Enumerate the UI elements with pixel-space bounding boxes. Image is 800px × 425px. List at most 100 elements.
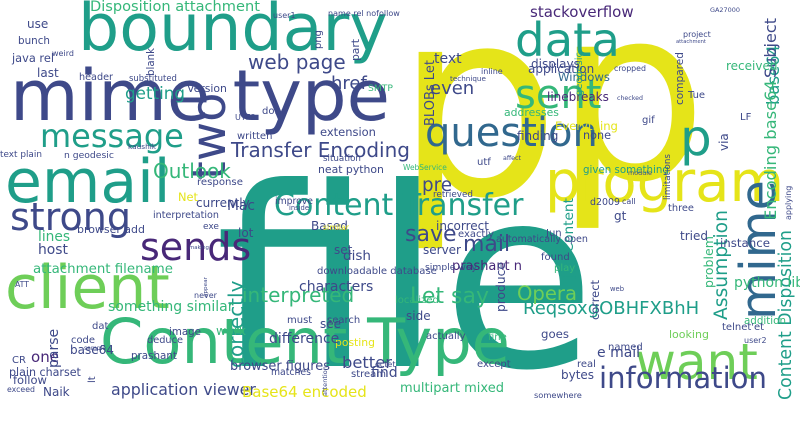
word: LF [740, 112, 752, 123]
word: use [27, 17, 49, 31]
word: none [583, 129, 611, 143]
word: user1 [273, 11, 296, 20]
word: currently [196, 196, 250, 210]
word: lt [87, 376, 98, 383]
word: Outlook [153, 159, 231, 183]
word: plain charset [9, 366, 81, 380]
word: call [622, 197, 636, 206]
word: web page [248, 50, 346, 74]
word: work [216, 322, 246, 338]
word: base64 [70, 343, 114, 357]
word: ATT [15, 280, 29, 290]
word: instance [720, 236, 770, 251]
word: via [717, 133, 731, 151]
word: data [515, 12, 620, 67]
word: bytes [561, 368, 595, 382]
word: BLOBs Let [423, 60, 439, 126]
word: response [197, 176, 243, 188]
word: never [194, 291, 217, 300]
word: follow [13, 373, 47, 388]
word: looking [669, 328, 709, 342]
word: Encoding base64 [760, 80, 780, 220]
word: done [262, 106, 287, 117]
word: dish [343, 248, 371, 265]
word: somewhere [534, 389, 582, 400]
word: matches [271, 367, 311, 379]
word: pre [422, 174, 452, 196]
word: sample [84, 344, 106, 352]
word: linebreaks [547, 90, 609, 104]
word: Windows [558, 70, 610, 85]
word: deduce [147, 335, 183, 347]
word: attachment filename [33, 262, 173, 278]
word: code [71, 335, 95, 347]
word: application [528, 62, 595, 76]
word: attention [320, 366, 329, 396]
word: simple way [425, 262, 477, 274]
word: interpretation [153, 210, 219, 222]
word: last [37, 66, 59, 80]
word: gt [614, 209, 627, 223]
word: play [554, 263, 576, 274]
word: named [608, 342, 643, 353]
word: multipart mixed [400, 381, 504, 397]
word: mime type [10, 54, 390, 137]
word: retrieved [433, 189, 473, 200]
word: Opera [517, 282, 577, 306]
word: Based [311, 219, 348, 233]
word: want [635, 333, 758, 391]
word: weird [52, 49, 74, 58]
word: p [395, 0, 561, 256]
word: boundary [78, 0, 388, 66]
word: three [668, 203, 694, 215]
word: search [327, 315, 361, 326]
word: difference [269, 331, 340, 347]
word: addition [744, 314, 786, 327]
word: user2 [744, 336, 767, 345]
word: sent [515, 72, 602, 118]
word: inline [481, 67, 503, 76]
word: strong [10, 195, 131, 239]
word: python library [734, 275, 800, 291]
word: Disposition attachment [90, 0, 260, 16]
word: text [434, 51, 462, 67]
word: ReqsoxgOBHFXBhH [523, 298, 700, 319]
word: limitations [662, 154, 673, 200]
word: one [31, 348, 59, 367]
word: applying [784, 185, 793, 220]
word: mail [463, 232, 511, 257]
word: question [425, 110, 598, 156]
word: exactly [458, 229, 494, 241]
word: find [371, 365, 398, 381]
word: cropped [614, 64, 646, 74]
word: lot [238, 226, 254, 240]
word: even [430, 78, 475, 99]
word: blank [145, 48, 157, 76]
word: received [726, 59, 778, 73]
word: written [237, 131, 273, 142]
word: actually [426, 331, 466, 342]
word: image [169, 325, 201, 338]
word: must [287, 315, 313, 326]
word: telnet'et [722, 322, 765, 333]
word: stackoverflow [530, 3, 634, 21]
word: Content Transfer [274, 188, 524, 223]
word: automatically open [496, 234, 588, 246]
word: inside [289, 203, 309, 212]
word: UTF8 [235, 113, 256, 122]
word: something similar [108, 299, 234, 315]
word: SMTP [368, 83, 393, 95]
word: Naik [43, 385, 70, 399]
word: sends [140, 225, 252, 269]
word: attachment [676, 39, 706, 46]
word: addresses [504, 105, 559, 119]
word: technique [450, 74, 486, 84]
word: GA27000 [710, 5, 740, 14]
word: header [79, 72, 113, 84]
word: found [541, 252, 570, 263]
word: java rel [12, 51, 54, 66]
word: compared [673, 52, 686, 105]
word: extension [320, 125, 376, 140]
word: d2009 [590, 197, 620, 209]
word: making [189, 245, 209, 252]
